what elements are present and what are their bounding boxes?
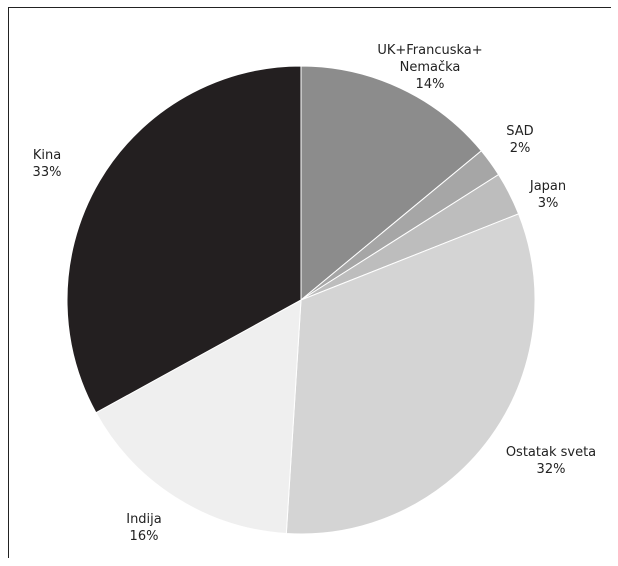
pie-slice-4 — [95, 299, 302, 535]
slice-label-name: Japan — [529, 179, 566, 194]
pie-labels: UK+Francuska+ Nemačka 14% SAD 2% Japan 3% Ostat… — [33, 43, 597, 544]
pie-slices — [66, 65, 536, 535]
slice-label-value: 14% — [416, 77, 445, 92]
slice-label-value: 33% — [33, 165, 62, 180]
slice-label-5: Kina 33% — [33, 148, 62, 180]
pie-slice-3 — [285, 213, 536, 535]
slice-label-name: Ostatak sveta — [506, 445, 596, 460]
slice-label-value: 16% — [130, 529, 159, 544]
slice-label-name: SAD — [506, 124, 533, 139]
pie-slice-0 — [300, 65, 483, 302]
slice-label-name: Nemačka — [400, 60, 461, 75]
slice-label-value: 2% — [510, 141, 531, 156]
slice-label-name: UK+Francuska+ — [377, 43, 482, 58]
pie-slice-5 — [66, 65, 302, 414]
slice-label-2: Japan 3% — [529, 179, 566, 211]
slice-label-name: Indija — [126, 512, 162, 527]
slice-label-1: SAD 2% — [506, 124, 533, 156]
slice-label-3: Ostatak sveta 32% — [506, 445, 596, 477]
slice-label-0: UK+Francuska+ Nemačka 14% — [377, 43, 482, 92]
chart-frame — [8, 7, 611, 558]
slice-label-4: Indija 16% — [126, 512, 162, 544]
slice-label-value: 32% — [537, 462, 566, 477]
slice-label-name: Kina — [33, 148, 61, 163]
slice-label-value: 3% — [538, 196, 559, 211]
